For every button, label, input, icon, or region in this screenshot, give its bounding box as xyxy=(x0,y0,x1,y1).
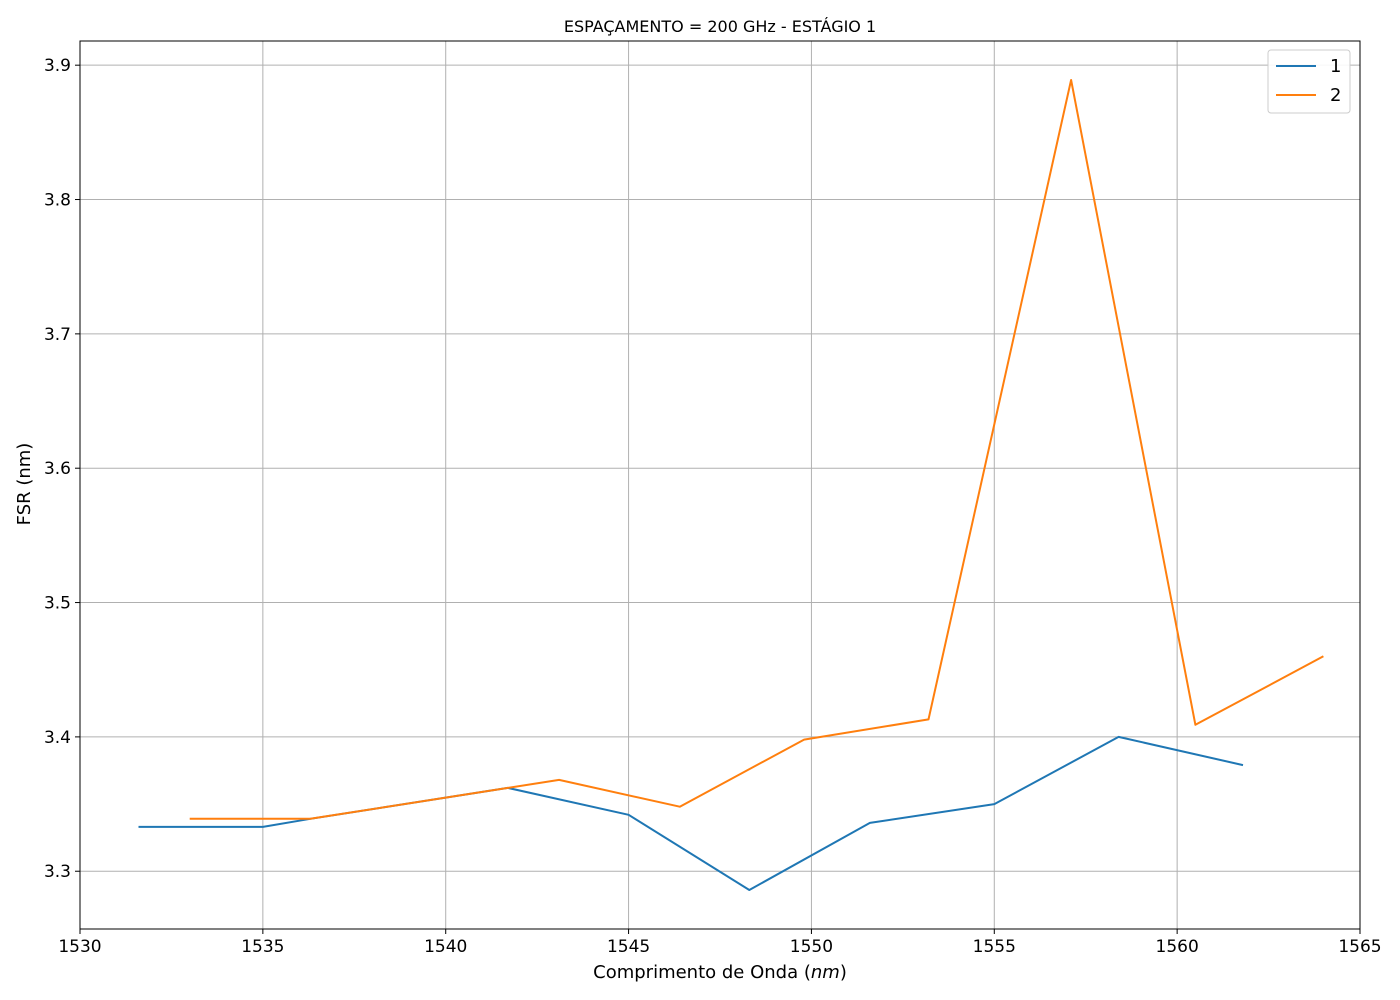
series-line-1 xyxy=(138,735,1244,891)
series-lines xyxy=(138,79,1324,891)
x-tick-label: 1565 xyxy=(1338,937,1381,957)
y-tick-label: 3.3 xyxy=(44,862,71,882)
plot-frame xyxy=(79,40,1361,930)
x-axis-label: Comprimento de Onda (nm) xyxy=(593,962,847,983)
y-tick-label: 3.5 xyxy=(44,594,71,614)
x-axis-label-unit: nm xyxy=(811,962,840,983)
y-axis-ticks: 3.3 3.4 3.5 3.6 3.7 3.8 3.9 xyxy=(44,56,80,882)
grid xyxy=(79,41,1361,929)
x-tick-label: 1535 xyxy=(241,937,284,957)
series-line-2 xyxy=(189,79,1324,820)
x-tick-label: 1545 xyxy=(607,937,650,957)
legend-label-series-2: 2 xyxy=(1330,85,1341,106)
x-tick-label: 1530 xyxy=(58,937,101,957)
y-axis-label: FSR (nm) xyxy=(14,443,35,526)
legend: 1 2 xyxy=(1267,49,1351,114)
y-tick-label: 3.4 xyxy=(44,728,71,748)
x-tick-label: 1540 xyxy=(424,937,467,957)
x-axis-label-suffix: ) xyxy=(840,962,847,983)
x-axis-label-prefix: Comprimento de Onda ( xyxy=(593,962,811,983)
legend-label-series-1: 1 xyxy=(1330,56,1341,77)
x-tick-label: 1550 xyxy=(790,937,833,957)
y-tick-label: 3.6 xyxy=(44,459,71,479)
y-tick-label: 3.8 xyxy=(44,191,71,211)
y-tick-label: 3.7 xyxy=(44,325,71,345)
chart-title: ESPAÇAMENTO = 200 GHz - ESTÁGIO 1 xyxy=(564,17,876,36)
y-tick-label: 3.9 xyxy=(44,56,71,76)
x-axis-ticks: 1530 1535 1540 1545 1550 1555 1560 1565 xyxy=(58,929,1382,957)
x-tick-label: 1555 xyxy=(973,937,1016,957)
x-tick-label: 1560 xyxy=(1156,937,1199,957)
